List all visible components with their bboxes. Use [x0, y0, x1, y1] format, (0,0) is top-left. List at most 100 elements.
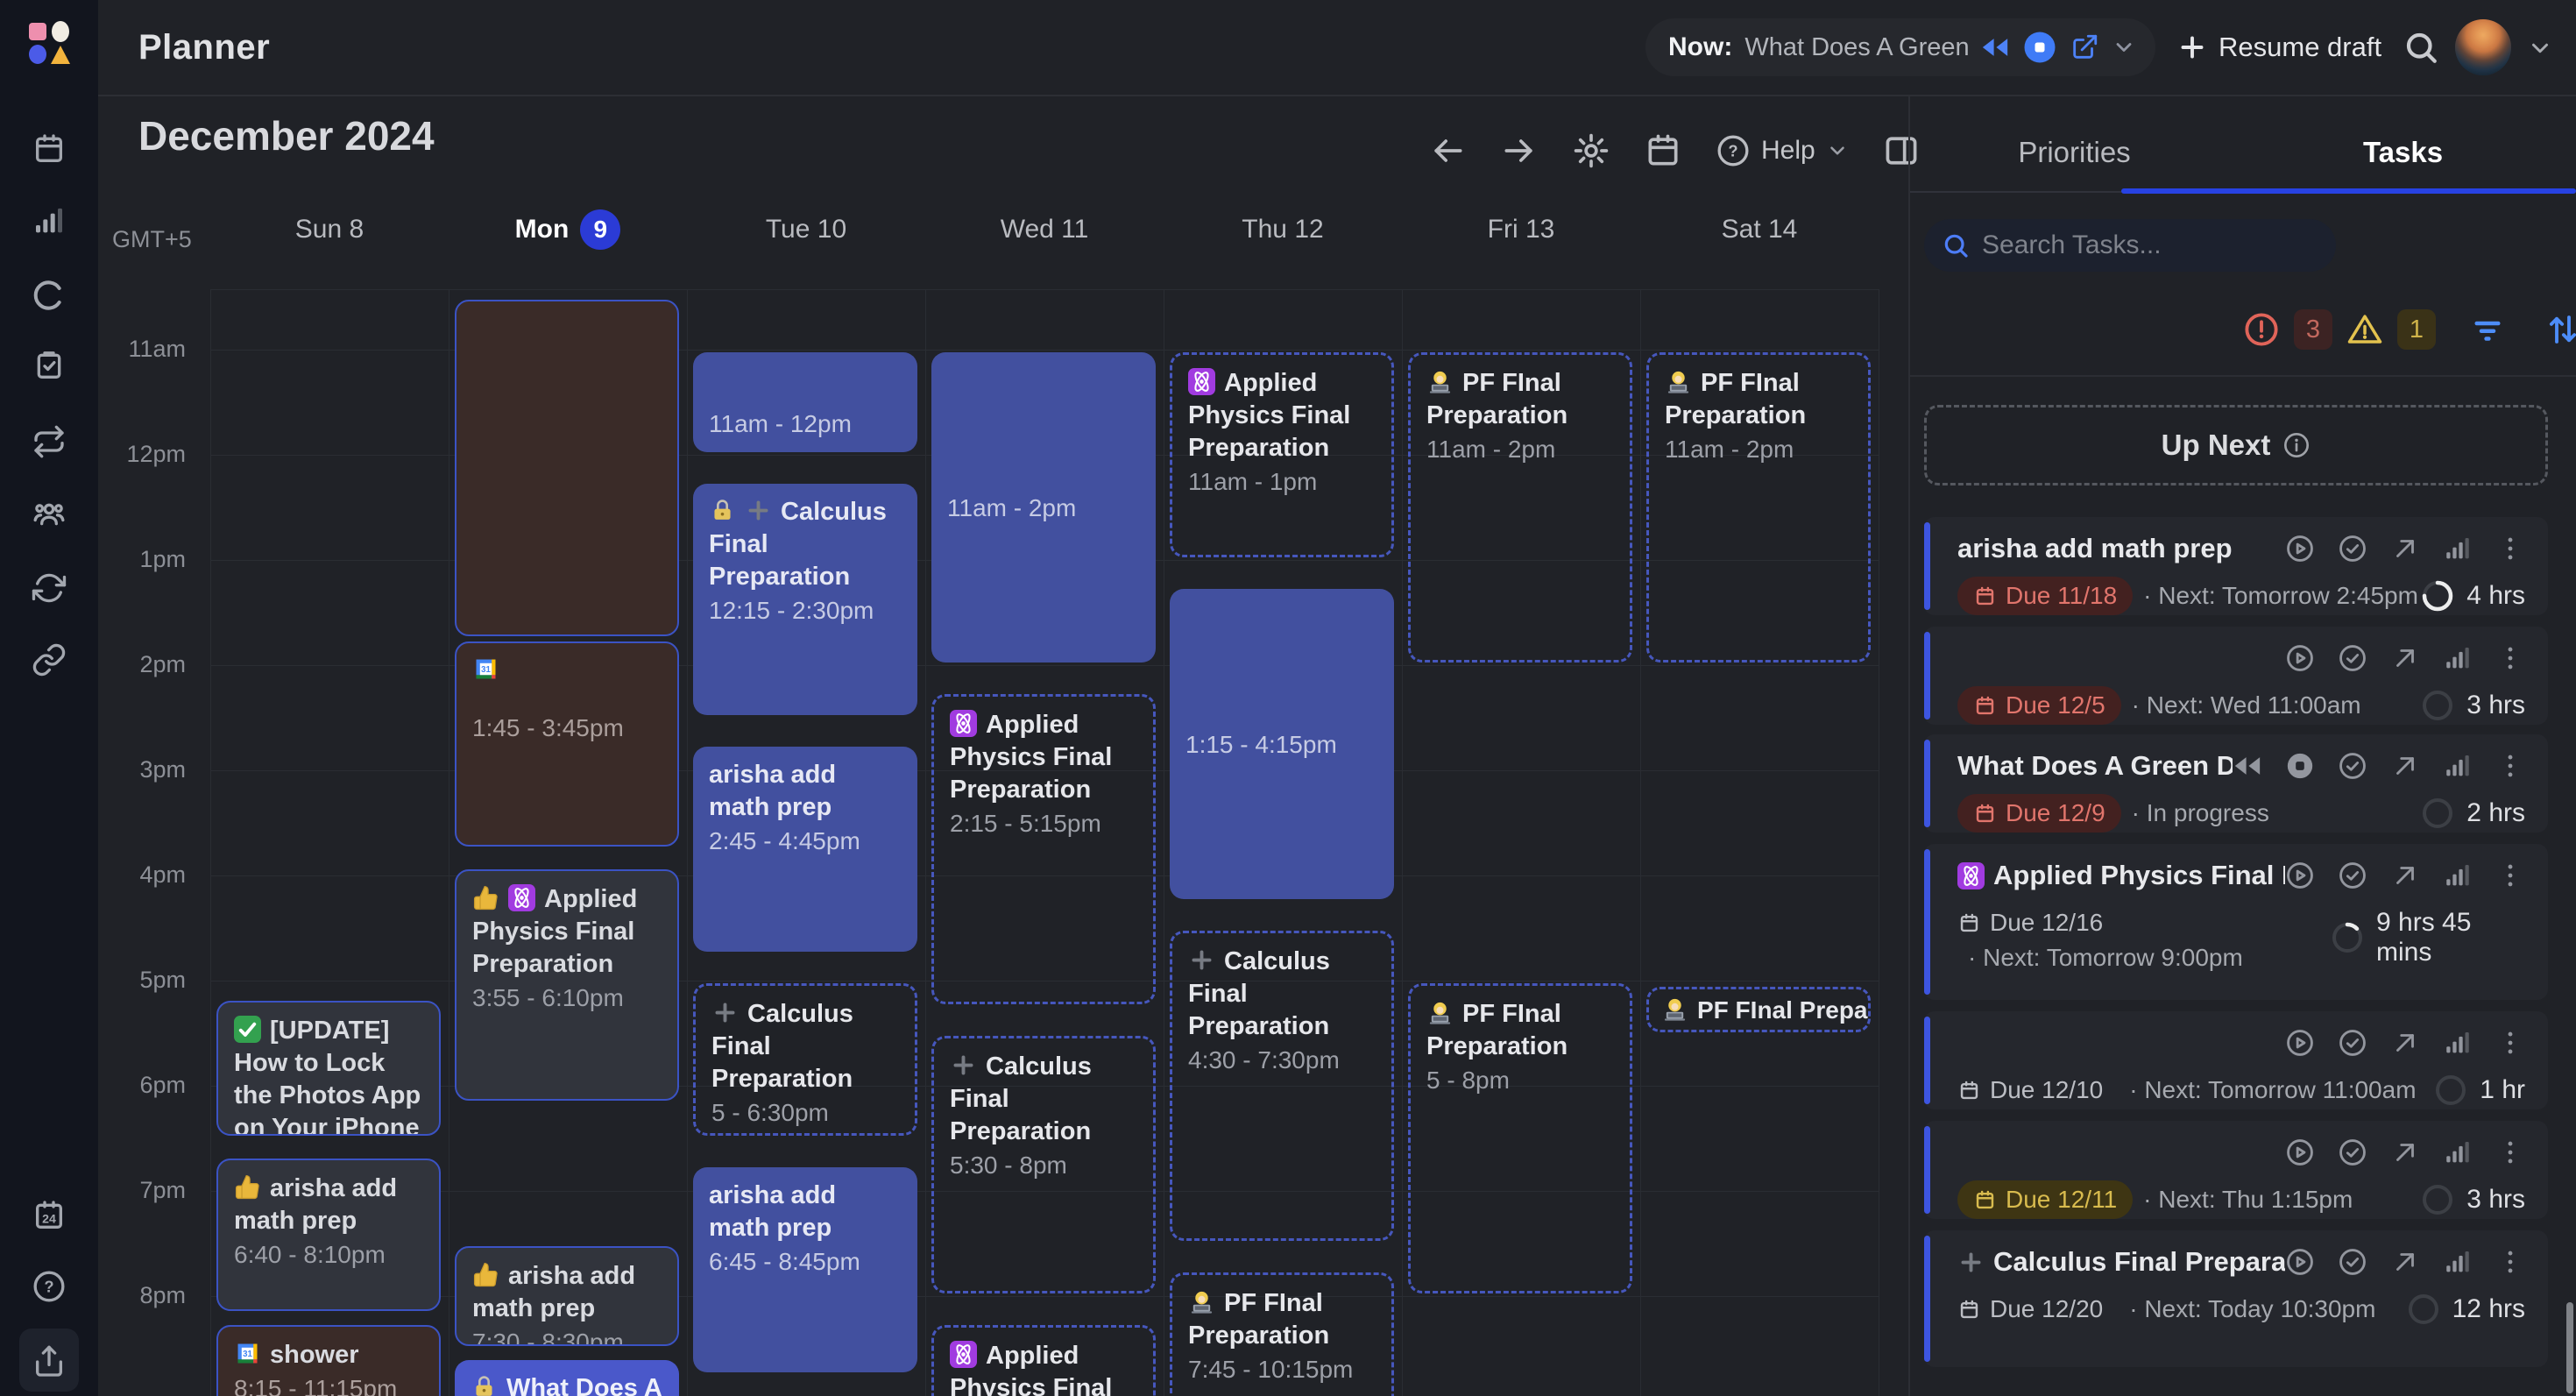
prev-week-button[interactable]	[1428, 131, 1467, 170]
chevron-down-icon[interactable]	[2112, 35, 2136, 60]
calendar-event[interactable]: [UPDATE] How to Lock the Photos App on Y…	[216, 1001, 441, 1136]
up-next-dropzone[interactable]: Up Next	[1924, 405, 2548, 485]
task-row[interactable]: Due 12/11 · Next: Thu 1:15pm 3 hrs	[1924, 1121, 2548, 1219]
calendar-event[interactable]: What Does A	[455, 1360, 679, 1396]
stop-icon[interactable]	[2285, 751, 2315, 781]
menu-icon[interactable]	[2495, 534, 2525, 563]
check-icon[interactable]	[2338, 643, 2367, 673]
task-row[interactable]: Applied Physics Final Pre… Due 12/16 · N…	[1924, 844, 2548, 1000]
play-icon[interactable]	[2285, 1247, 2315, 1277]
play-icon[interactable]	[2285, 643, 2315, 673]
calendar-event[interactable]: arisha add math prep 6:45 - 8:45pm	[693, 1167, 917, 1372]
check-icon[interactable]	[2338, 534, 2367, 563]
calendar-event[interactable]: Calculus Final Preparation 12:15 - 2:30pm	[693, 484, 917, 715]
calendar-event[interactable]: 31 1:45 - 3:45pm	[455, 641, 679, 847]
calendar-event[interactable]: Calculus Final Preparation 5:30 - 8pm	[931, 1036, 1156, 1293]
task-row[interactable]: What Does A Green Dot… Due 12/9 · In pro…	[1924, 734, 2548, 833]
warning-icon[interactable]	[2346, 311, 2383, 348]
calendar-event[interactable]: PF FInal Preparation 11am - 2pm	[1646, 352, 1871, 663]
stats-icon[interactable]	[2443, 643, 2473, 673]
play-icon[interactable]	[2285, 861, 2315, 890]
stats-icon[interactable]	[2443, 751, 2473, 781]
tab-priorities[interactable]: Priorities	[2018, 136, 2131, 168]
calendar-event[interactable]: 31 shower 8:15 - 11:15pm	[216, 1325, 441, 1396]
sidebar-item-calendar-24[interactable]: 24	[32, 1198, 67, 1233]
tab-tasks[interactable]: Tasks	[2362, 136, 2444, 168]
calendar-icon[interactable]	[1644, 131, 1682, 170]
check-icon[interactable]	[2338, 1137, 2367, 1167]
calendar-event[interactable]: Calculus Final Preparation 5 - 6:30pm	[693, 983, 917, 1136]
calendar-event[interactable]: Applied Physics Final Preparation 2:15 - …	[931, 694, 1156, 1004]
check-icon[interactable]	[2338, 1247, 2367, 1277]
sort-icon[interactable]	[2544, 311, 2576, 348]
play-icon[interactable]	[2285, 534, 2315, 563]
calendar-event[interactable]: PF FInal Preparation 7:45 - 10:15pm	[1170, 1272, 1394, 1396]
scrollbar-thumb[interactable]	[2566, 1302, 2573, 1393]
calendar-event[interactable]	[455, 300, 679, 636]
task-row[interactable]: Due 12/5 · Next: Wed 11:00am 3 hrs	[1924, 627, 2548, 725]
menu-icon[interactable]	[2495, 861, 2525, 890]
sidebar-item-help[interactable]: ?	[32, 1269, 67, 1304]
resume-draft-button[interactable]: Resume draft	[2176, 21, 2381, 74]
sidebar-item-repeat[interactable]	[32, 424, 67, 459]
day-header-mon[interactable]: Mon 9	[449, 202, 687, 258]
sidebar-item-share[interactable]	[32, 1344, 67, 1379]
task-row[interactable]: Calculus Final Preparati… Due 12/20 · Ne…	[1924, 1230, 2548, 1367]
day-header-fri[interactable]: Fri 13	[1402, 202, 1640, 258]
calendar-event[interactable]: PF FInal Preparation 5 - 8pm	[1408, 983, 1632, 1293]
menu-icon[interactable]	[2495, 751, 2525, 781]
info-icon[interactable]	[2282, 431, 2311, 459]
task-row[interactable]: Due 12/10 · Next: Tomorrow 11:00am 1 hr	[1924, 1011, 2548, 1109]
sidebar-item-focus[interactable]	[32, 278, 67, 313]
calendar-event[interactable]: 11am - 12pm	[693, 352, 917, 452]
rewind-icon[interactable]	[1980, 32, 2010, 62]
open-icon[interactable]	[2390, 751, 2420, 781]
calendar-event[interactable]: Applied Physics Final Preparation 11am - …	[1170, 352, 1394, 557]
stats-icon[interactable]	[2443, 1137, 2473, 1167]
chevron-down-icon[interactable]	[2527, 35, 2553, 61]
play-icon[interactable]	[2285, 1028, 2315, 1058]
open-icon[interactable]	[2390, 1247, 2420, 1277]
day-header-sat[interactable]: Sat 14	[1640, 202, 1879, 258]
menu-icon[interactable]	[2495, 1247, 2525, 1277]
sidebar-item-stats[interactable]	[32, 203, 67, 238]
menu-icon[interactable]	[2495, 1028, 2525, 1058]
open-icon[interactable]	[2390, 1137, 2420, 1167]
day-header-thu[interactable]: Thu 12	[1164, 202, 1402, 258]
help-menu[interactable]: ? Help	[1716, 133, 1849, 168]
search-tasks-input[interactable]	[1924, 219, 2336, 272]
next-week-button[interactable]	[1500, 131, 1539, 170]
calendar-event[interactable]: Applied Physics Final Preparation	[931, 1325, 1156, 1396]
calendar-event[interactable]: PF FInal Preparation	[1646, 987, 1871, 1032]
sidebar-item-link[interactable]	[32, 642, 67, 677]
open-icon[interactable]	[2390, 1028, 2420, 1058]
calendar-event[interactable]: Calculus Final Preparation 4:30 - 7:30pm	[1170, 931, 1394, 1241]
search-icon[interactable]	[2403, 29, 2439, 66]
calendar-event[interactable]: PF FInal Preparation 11am - 2pm	[1408, 352, 1632, 663]
task-row[interactable]: arisha add math prep Due 11/18 · Next: T…	[1924, 517, 2548, 615]
play-icon[interactable]	[2285, 1137, 2315, 1167]
calendar-event[interactable]: Applied Physics Final Preparation 3:55 - …	[455, 869, 679, 1101]
open-icon[interactable]	[2390, 643, 2420, 673]
open-external-icon[interactable]	[2070, 32, 2099, 62]
day-header-tue[interactable]: Tue 10	[687, 202, 925, 258]
calendar-grid[interactable]: 11am 12pm 1pm 2pm 3pm 4pm 5pm 6pm 7pm 8pm [UPDATE]…	[0, 289, 1908, 1396]
check-icon[interactable]	[2338, 861, 2367, 890]
calendar-event[interactable]: arisha add math prep 2:45 - 4:45pm	[693, 747, 917, 952]
rewind-icon[interactable]	[2233, 751, 2262, 781]
now-playing-pill[interactable]: Now: What Does A Green Dot On So…	[1645, 18, 2155, 76]
check-icon[interactable]	[2338, 1028, 2367, 1058]
stop-icon[interactable]	[2022, 30, 2057, 65]
sidebar-item-sync[interactable]	[32, 570, 67, 606]
stats-icon[interactable]	[2443, 1028, 2473, 1058]
stats-icon[interactable]	[2443, 1247, 2473, 1277]
calendar-event[interactable]: 1:15 - 4:15pm	[1170, 589, 1394, 899]
open-icon[interactable]	[2390, 534, 2420, 563]
check-icon[interactable]	[2338, 751, 2367, 781]
app-logo[interactable]	[29, 21, 71, 65]
menu-icon[interactable]	[2495, 1137, 2525, 1167]
day-header-wed[interactable]: Wed 11	[925, 202, 1164, 258]
stats-icon[interactable]	[2443, 861, 2473, 890]
calendar-event[interactable]: 11am - 2pm	[931, 352, 1156, 663]
overdue-alert-icon[interactable]	[2243, 311, 2280, 348]
